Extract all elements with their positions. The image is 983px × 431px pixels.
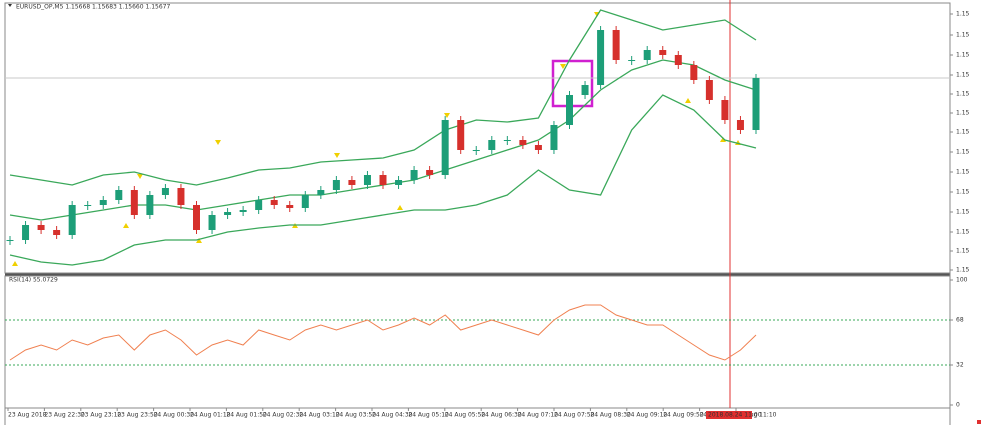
candle (441, 120, 449, 175)
candle (659, 50, 667, 55)
candle (752, 78, 760, 130)
candle (68, 205, 76, 235)
candle (317, 190, 325, 195)
candle (457, 120, 465, 150)
candle (597, 30, 605, 85)
x-tick-label: 24 Aug 09:50 (663, 412, 704, 419)
y-tick-label: 1.15 (956, 91, 970, 98)
candle (6, 240, 14, 241)
candle (550, 125, 558, 150)
candle (426, 170, 434, 175)
bollinger-upper (9, 9, 757, 186)
candle (472, 150, 480, 151)
x-tick-label: 23 Aug 23:10 (81, 412, 122, 419)
y-tick-label: 1.15 (956, 52, 970, 59)
candle (395, 180, 403, 185)
candle (581, 85, 589, 95)
candle (270, 200, 278, 205)
symbol-menu-arrow[interactable] (8, 4, 12, 7)
y-tick-label: 1.15 (956, 229, 970, 236)
candle (379, 175, 387, 185)
candle (736, 120, 744, 130)
x-tick-label: 24 Aug 03:50 (336, 412, 377, 419)
candle (37, 225, 45, 230)
candle (534, 145, 542, 150)
y-tick-label: 1.15 (956, 248, 970, 255)
y-tick-label: 1.15 (956, 209, 970, 216)
corner-marker (977, 420, 981, 424)
x-tick-label: 24 Aug 11:10 (736, 412, 777, 419)
x-tick-label: 24 Aug 05:10 (408, 412, 449, 419)
x-tick-label: 23 Aug 23:50 (117, 412, 158, 419)
y-tick-label: 1.15 (956, 169, 970, 176)
x-tick-label: 24 Aug 01:50 (226, 412, 267, 419)
candle (161, 188, 169, 195)
candle (208, 215, 216, 230)
candle (674, 55, 682, 65)
y-tick-label: 68 (956, 317, 964, 324)
cursor-label-bg (706, 411, 752, 419)
candle (130, 190, 138, 215)
candle (115, 190, 123, 200)
candle (301, 195, 309, 208)
y-tick-label: 1.15 (956, 11, 970, 18)
x-tick-label: 24 Aug 04:30 (372, 412, 413, 419)
x-tick-label: 24 Aug 09:10 (627, 412, 668, 419)
rsi-title: RSI(14) 55.0729 (9, 277, 58, 284)
x-tick-label: 24 Aug 07:10 (518, 412, 559, 419)
y-tick-label: 1.15 (956, 110, 970, 117)
y-tick-label: 1.15 (956, 267, 970, 274)
chart-title: EURUSD_OP,M5 1.15668 1.15683 1.15660 1.1… (16, 4, 170, 11)
candle (84, 205, 92, 206)
y-tick-label: 1.15 (956, 72, 970, 79)
x-tick-label: 24 Aug 03:10 (299, 412, 340, 419)
y-tick-label: 32 (956, 362, 964, 369)
cursor-label: 2018.08.24 11:00 (708, 412, 762, 419)
x-tick-label: 24 Aug 00:30 (154, 412, 195, 419)
candle (519, 140, 527, 145)
candle (53, 230, 61, 235)
candle (177, 188, 185, 205)
candle (690, 65, 698, 80)
candle (286, 205, 294, 208)
candle (705, 80, 713, 100)
candle (643, 50, 651, 60)
y-tick-label: 0 (956, 402, 960, 409)
candle (612, 30, 620, 60)
candle (332, 180, 340, 190)
y-tick-label: 100 (956, 277, 968, 284)
candle (239, 210, 247, 212)
x-tick-label: 24 Aug 08:30 (590, 412, 631, 419)
bollinger-lower (9, 94, 757, 266)
x-tick-label: 24 Aug 02:30 (263, 412, 304, 419)
candle (193, 205, 200, 230)
candle (363, 175, 371, 185)
y-tick-label: 1.15 (956, 32, 970, 39)
x-tick-label: 24 Aug 01:10 (190, 412, 231, 419)
y-tick-label: 1.15 (956, 189, 970, 196)
y-tick-label: 1.15 (956, 149, 970, 156)
x-tick-label: 23 Aug 22:30 (44, 412, 85, 419)
y-tick-label: 1.15 (956, 129, 970, 136)
x-tick-label: 24 Aug 07:50 (554, 412, 595, 419)
candle (488, 140, 496, 150)
x-tick-label: 24 Aug 06:30 (481, 412, 522, 419)
candle (503, 140, 511, 141)
rsi-line (9, 304, 757, 361)
x-tick-label: 23 Aug 2018 (8, 412, 47, 419)
candle (255, 200, 263, 210)
candle (224, 212, 232, 215)
candle (146, 195, 154, 215)
x-tick-label: 24 Aug 05:50 (445, 412, 486, 419)
candle (566, 95, 573, 125)
candle (99, 200, 107, 205)
candle (410, 170, 418, 180)
candle (721, 100, 729, 120)
candle (22, 225, 30, 240)
candle (628, 60, 636, 61)
candle (348, 180, 356, 185)
